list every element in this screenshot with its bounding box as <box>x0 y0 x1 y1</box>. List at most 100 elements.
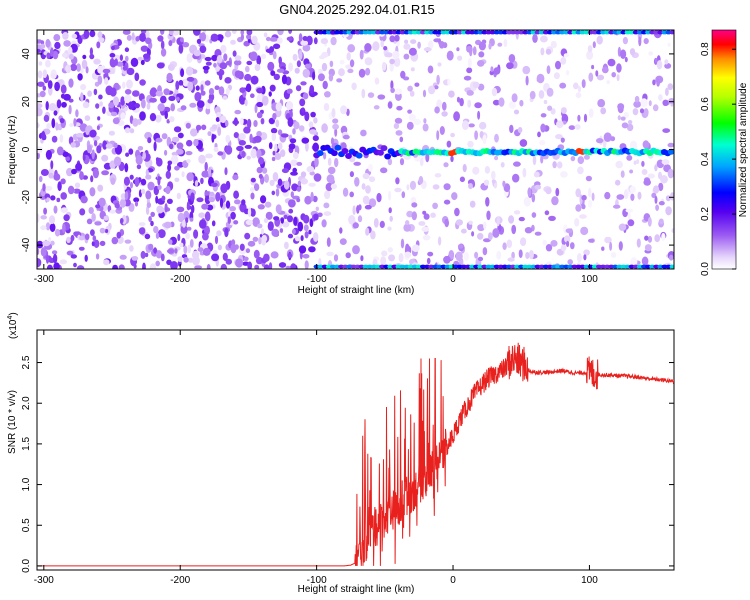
noise-speckle <box>296 197 301 203</box>
noise-speckle <box>48 86 53 96</box>
noise-speckle <box>97 116 101 121</box>
noise-speckle <box>467 57 472 68</box>
noise-speckle <box>277 129 283 136</box>
noise-speckle <box>451 192 458 201</box>
noise-speckle <box>556 120 564 129</box>
edge-band-dot <box>415 30 422 35</box>
noise-speckle <box>130 57 139 67</box>
edge-band-dot <box>542 30 549 35</box>
noise-speckle <box>161 133 168 140</box>
noise-speckle <box>183 210 190 221</box>
noise-speckle <box>295 236 300 242</box>
noise-speckle <box>185 151 193 156</box>
noise-speckle <box>439 126 445 135</box>
edge-band-dot <box>383 30 390 35</box>
spectrogram-y-ticks: 40 20 0 -20 -40 <box>21 48 674 252</box>
edge-band-dot <box>358 264 365 269</box>
noise-speckle <box>643 179 651 186</box>
noise-speckle <box>446 50 454 61</box>
noise-speckle <box>304 195 312 205</box>
noise-speckle <box>342 187 349 197</box>
noise-speckle <box>45 38 51 48</box>
noise-speckle <box>463 75 472 81</box>
noise-speckle <box>370 230 376 240</box>
noise-speckle <box>263 253 270 262</box>
noise-speckle <box>169 143 174 150</box>
noise-speckle <box>287 117 294 127</box>
noise-speckle <box>167 248 175 254</box>
snr-y-scale-note: (x104) <box>7 312 19 339</box>
noise-speckle <box>661 232 666 242</box>
noise-speckle <box>658 94 663 101</box>
noise-speckle <box>194 265 202 269</box>
noise-speckle <box>240 30 245 35</box>
noise-speckle <box>466 67 473 74</box>
noise-speckle <box>265 36 271 42</box>
noise-speckle <box>540 35 548 43</box>
noise-speckle <box>531 193 536 203</box>
noise-speckle <box>233 220 239 225</box>
edge-band-dot <box>342 264 349 269</box>
noise-speckle <box>511 93 518 103</box>
noise-speckle <box>340 105 348 115</box>
edge-band-dot <box>456 264 463 269</box>
noise-speckle <box>260 195 267 204</box>
edge-band-dot <box>628 264 635 269</box>
noise-speckle <box>59 259 67 265</box>
noise-speckle <box>224 77 232 84</box>
noise-speckle <box>243 256 249 261</box>
noise-speckle <box>186 201 190 211</box>
noise-speckle <box>313 213 319 221</box>
edge-band-dot <box>325 264 332 269</box>
noise-speckle <box>112 117 120 125</box>
noise-speckle <box>87 144 92 154</box>
noise-speckle <box>253 183 260 192</box>
noise-speckle <box>454 207 460 217</box>
noise-speckle <box>99 227 106 234</box>
noise-speckle <box>172 30 180 36</box>
noise-speckle <box>436 130 440 141</box>
noise-speckle <box>326 251 334 257</box>
noise-speckle <box>153 247 158 254</box>
noise-speckle <box>670 192 674 201</box>
edge-band-dot <box>428 264 435 269</box>
noise-speckle <box>62 151 69 158</box>
edge-band-dot <box>624 30 631 35</box>
noise-speckle <box>167 63 175 71</box>
noise-speckle <box>423 118 427 124</box>
noise-speckle <box>74 182 81 188</box>
noise-speckle <box>392 50 400 60</box>
edge-band-dot <box>444 264 451 269</box>
noise-speckle <box>500 162 505 168</box>
noise-speckle <box>586 50 594 60</box>
edge-band-dot <box>440 264 447 269</box>
noise-speckle <box>272 112 277 120</box>
noise-speckle <box>140 59 145 66</box>
noise-speckle <box>222 95 228 100</box>
noise-speckle <box>101 170 109 176</box>
edge-band-dot <box>645 30 652 35</box>
snr-x-label: Height of straight line (km) <box>298 584 415 595</box>
noise-speckle <box>216 55 223 64</box>
noise-speckle <box>330 137 335 145</box>
noise-speckle <box>109 53 116 58</box>
noise-speckle <box>616 74 620 82</box>
noise-speckle <box>671 228 674 233</box>
edge-band-dot <box>657 30 664 35</box>
noise-speckle <box>467 99 472 108</box>
noise-speckle <box>89 187 96 197</box>
noise-speckle <box>296 161 303 166</box>
noise-speckle <box>615 179 621 186</box>
noise-speckle <box>568 125 576 130</box>
edge-band-dot <box>460 264 467 269</box>
noise-speckle <box>618 223 627 231</box>
noise-speckle <box>88 207 94 214</box>
noise-speckle <box>220 115 227 123</box>
noise-speckle <box>637 191 642 200</box>
noise-speckle <box>297 221 304 232</box>
noise-speckle <box>79 235 85 241</box>
noise-speckle <box>185 66 194 76</box>
edge-band-dot <box>563 30 570 35</box>
noise-speckle <box>542 239 547 246</box>
noise-speckle <box>176 206 185 213</box>
